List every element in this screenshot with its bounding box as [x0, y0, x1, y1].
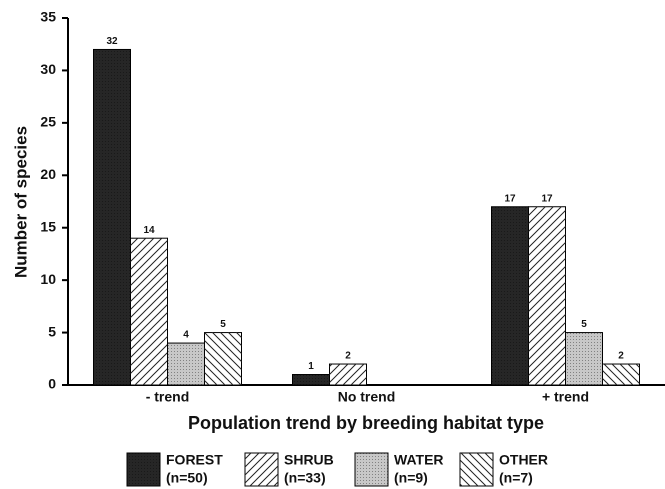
bar: [204, 332, 242, 386]
data-label: 2: [618, 351, 624, 362]
data-label: 5: [220, 319, 226, 330]
y-tick-label: 15: [40, 218, 56, 234]
y-tick-label: 20: [40, 166, 56, 182]
data-label: 17: [504, 193, 516, 204]
data-label: 17: [541, 193, 553, 204]
bar: [167, 342, 205, 386]
x-tick-label: + trend: [542, 389, 589, 405]
legend-swatch: [126, 452, 161, 487]
y-axis-label: Number of species: [11, 126, 30, 278]
bar: [602, 363, 640, 386]
legend-swatch: [354, 452, 389, 487]
legend-label: FOREST: [166, 452, 223, 468]
legend-label: OTHER: [499, 452, 548, 468]
legend-label: WATER: [394, 452, 444, 468]
x-tick-label: - trend: [146, 389, 190, 405]
legend-count: (n=33): [284, 470, 326, 486]
legend-swatch: [459, 452, 494, 487]
y-tick-label: 30: [40, 61, 56, 77]
bar: [565, 332, 603, 386]
bar: [491, 206, 529, 386]
legend-count: (n=7): [499, 470, 533, 486]
data-label: 32: [106, 36, 118, 47]
legend-label: SHRUB: [284, 452, 334, 468]
data-label: 2: [345, 351, 351, 362]
y-tick-label: 10: [40, 271, 56, 287]
bar: [93, 48, 131, 386]
bar: [329, 363, 367, 386]
bar: [130, 237, 168, 386]
legend-count: (n=9): [394, 470, 428, 486]
data-label: 4: [183, 330, 189, 341]
data-label: 1: [308, 361, 314, 372]
legend-swatch: [244, 452, 279, 487]
legend-count: (n=50): [166, 470, 208, 486]
bar: [528, 206, 566, 386]
y-tick-label: 5: [48, 323, 56, 339]
y-tick-label: 25: [40, 114, 56, 130]
data-label: 5: [581, 319, 587, 330]
bar: [292, 374, 330, 386]
y-tick-label: 0: [48, 376, 56, 392]
x-tick-label: No trend: [338, 389, 396, 405]
y-tick-label: 35: [40, 9, 56, 25]
data-label: 14: [143, 225, 155, 236]
x-axis-label: Population trend by breeding habitat typ…: [188, 413, 544, 433]
